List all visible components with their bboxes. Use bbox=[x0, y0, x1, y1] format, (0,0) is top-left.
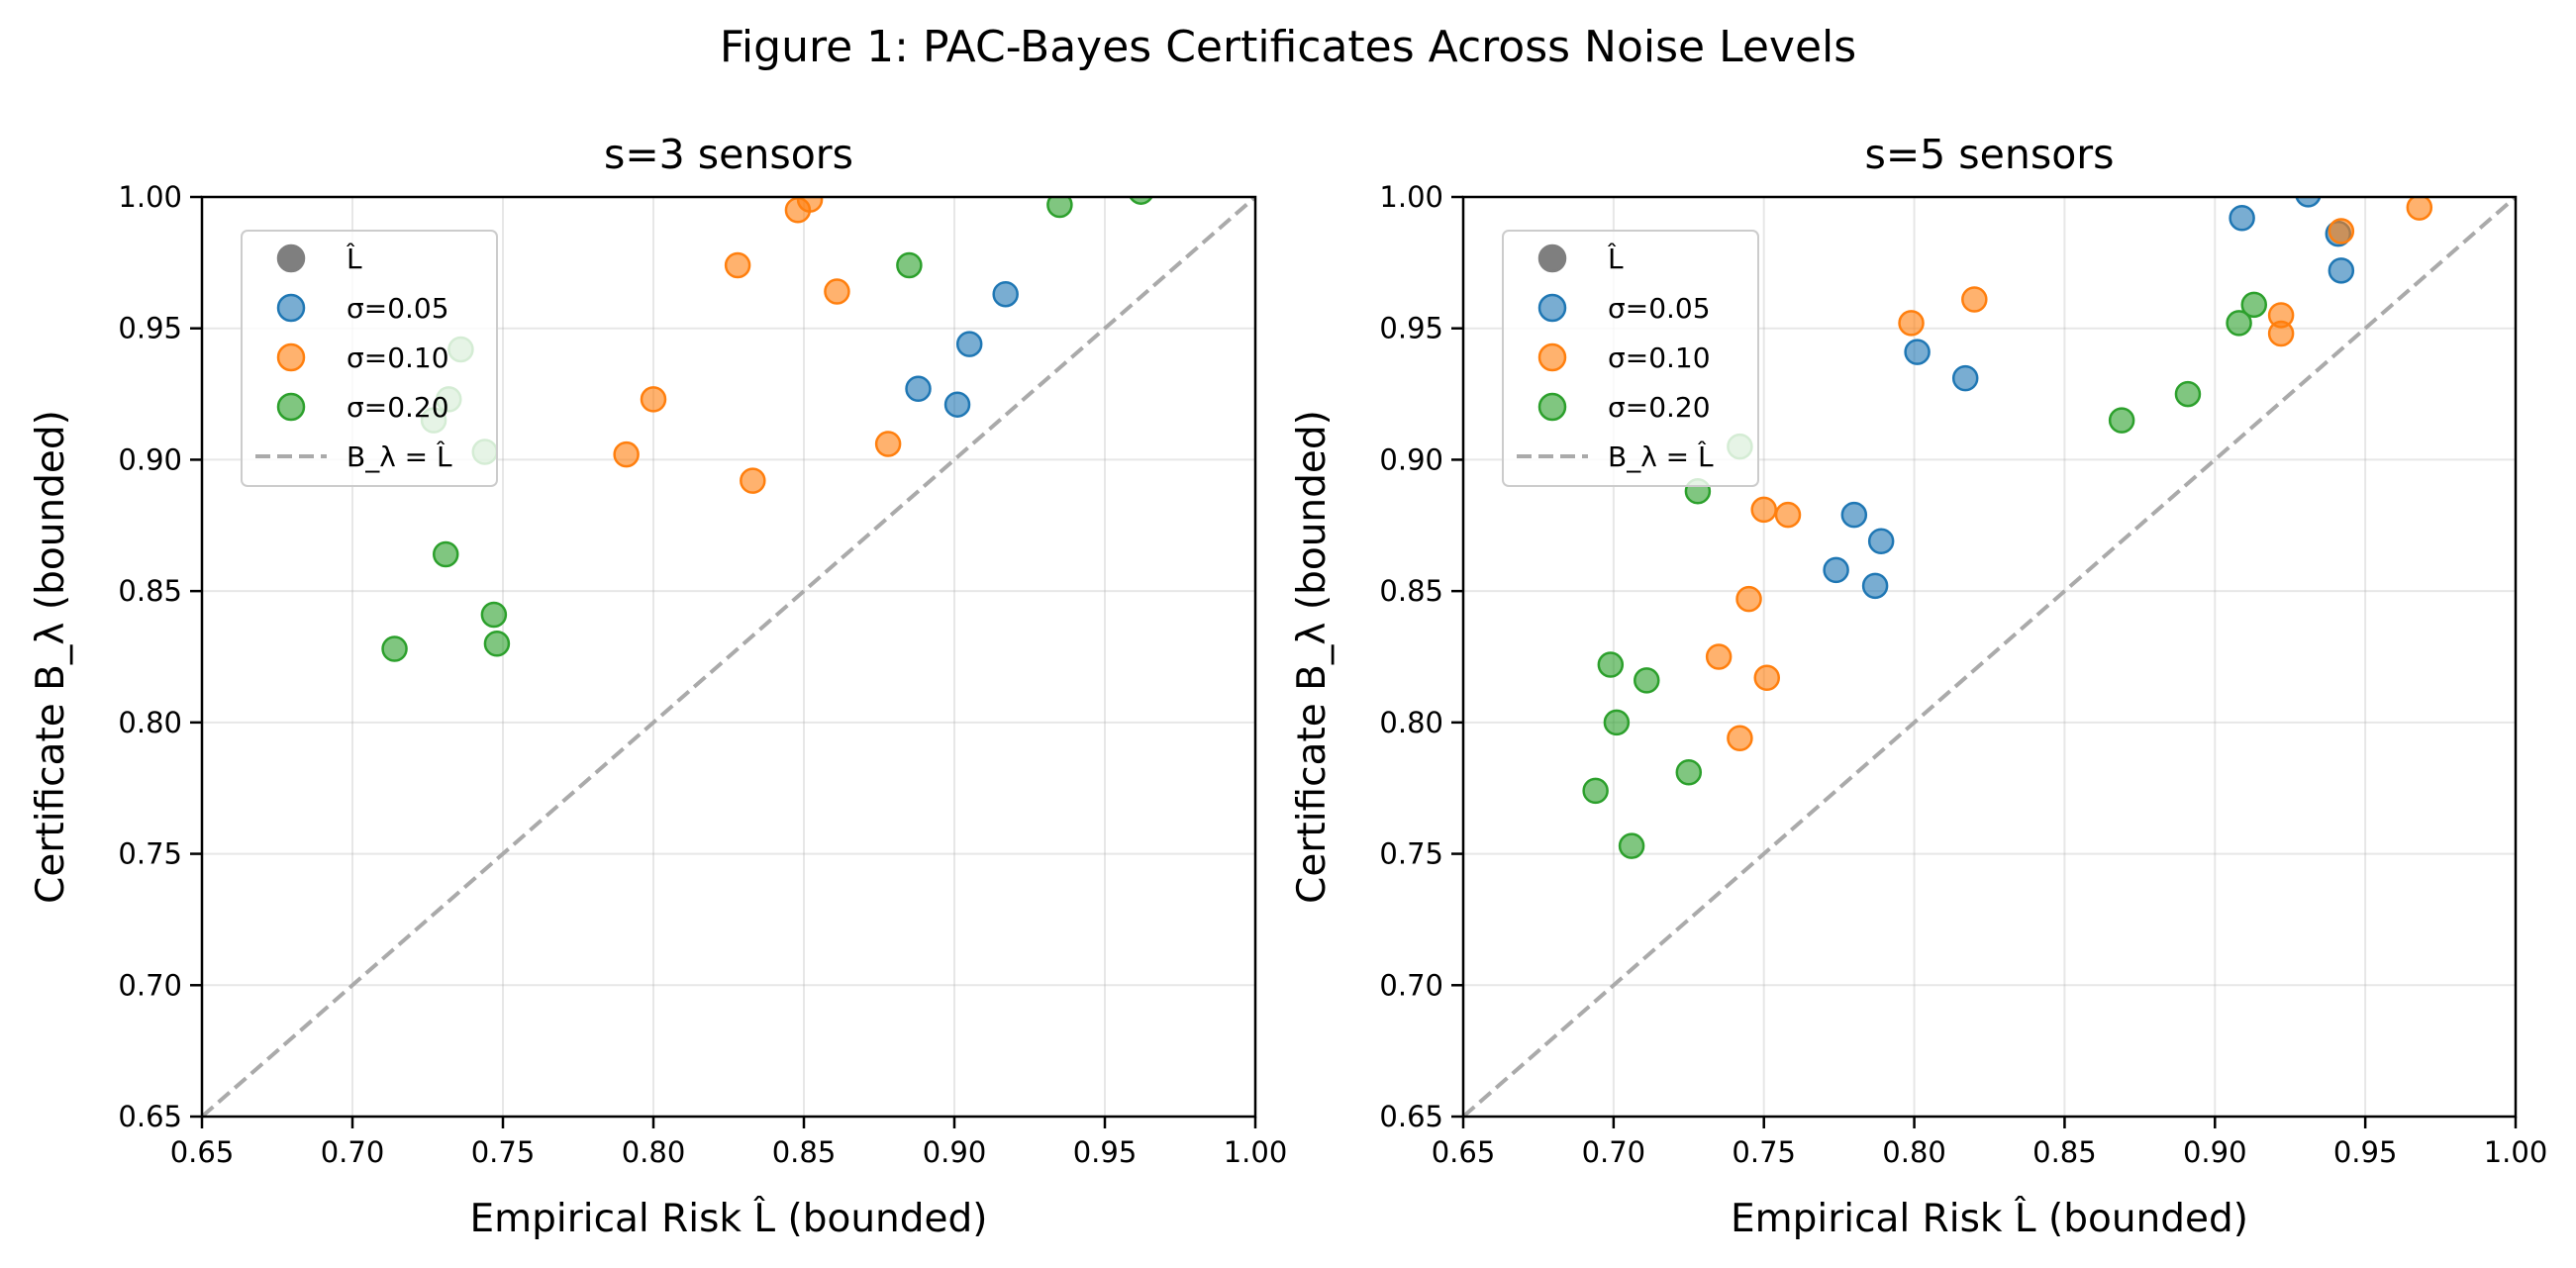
data-point bbox=[640, 386, 667, 413]
chart-title: s=3 sensors bbox=[604, 131, 853, 178]
legend-box bbox=[241, 230, 498, 487]
legend-marker-2 bbox=[276, 342, 306, 372]
legend-label: σ=0.05 bbox=[347, 292, 449, 325]
y-tick-label: 0.65 bbox=[118, 1100, 182, 1133]
x-tick-label: 0.65 bbox=[170, 1135, 235, 1169]
y-tick-label: 0.75 bbox=[118, 837, 182, 871]
data-point bbox=[796, 197, 824, 213]
legend-label: σ=0.10 bbox=[347, 341, 449, 374]
data-point bbox=[381, 635, 408, 662]
x-tick-label: 0.95 bbox=[1073, 1135, 1138, 1169]
data-point bbox=[943, 391, 971, 418]
data-point bbox=[896, 251, 923, 279]
data-point bbox=[483, 630, 511, 657]
legend-marker-3 bbox=[276, 392, 306, 422]
figure-title: Figure 1: PAC-Bayes Certificates Across … bbox=[719, 22, 1857, 72]
x-axis-label: Empirical Risk L̂ (bounded) bbox=[469, 1196, 987, 1241]
data-point bbox=[992, 280, 1019, 308]
y-tick-label: 0.70 bbox=[118, 968, 182, 1002]
legend-label: σ=0.20 bbox=[347, 391, 449, 424]
x-tick-label: 0.80 bbox=[622, 1135, 686, 1169]
x-tick-label: 1.00 bbox=[1224, 1135, 1288, 1169]
axes-frame bbox=[200, 195, 1257, 1119]
data-point bbox=[432, 540, 459, 568]
data-point bbox=[480, 601, 508, 629]
data-point bbox=[1129, 197, 1153, 205]
data-point bbox=[874, 431, 902, 457]
x-tick-label: 0.70 bbox=[321, 1135, 385, 1169]
legend-marker-1 bbox=[276, 293, 306, 323]
x-tick-label: 0.75 bbox=[471, 1135, 536, 1169]
data-point bbox=[905, 375, 932, 403]
data-point bbox=[740, 467, 766, 494]
y-tick-label: 0.80 bbox=[118, 706, 182, 739]
y-tick-label: 0.85 bbox=[118, 574, 182, 608]
data-point bbox=[824, 278, 850, 305]
y-tick-label: 0.95 bbox=[118, 312, 182, 345]
data-point bbox=[613, 440, 640, 468]
diagonal-line bbox=[202, 197, 1255, 1117]
x-tick-label: 0.90 bbox=[923, 1135, 987, 1169]
y-tick-label: 1.00 bbox=[118, 180, 182, 214]
legend-label: L̂ bbox=[346, 243, 362, 275]
data-point bbox=[1046, 197, 1073, 219]
y-axis-label: Certificate B_λ (bounded) bbox=[29, 410, 73, 904]
legend-label: B_λ = L̂ bbox=[347, 440, 452, 473]
x-tick-label: 0.85 bbox=[772, 1135, 837, 1169]
legend-marker-lhat bbox=[276, 244, 306, 273]
y-tick-label: 0.90 bbox=[118, 442, 182, 476]
data-point bbox=[955, 331, 983, 357]
data-point bbox=[724, 251, 751, 279]
